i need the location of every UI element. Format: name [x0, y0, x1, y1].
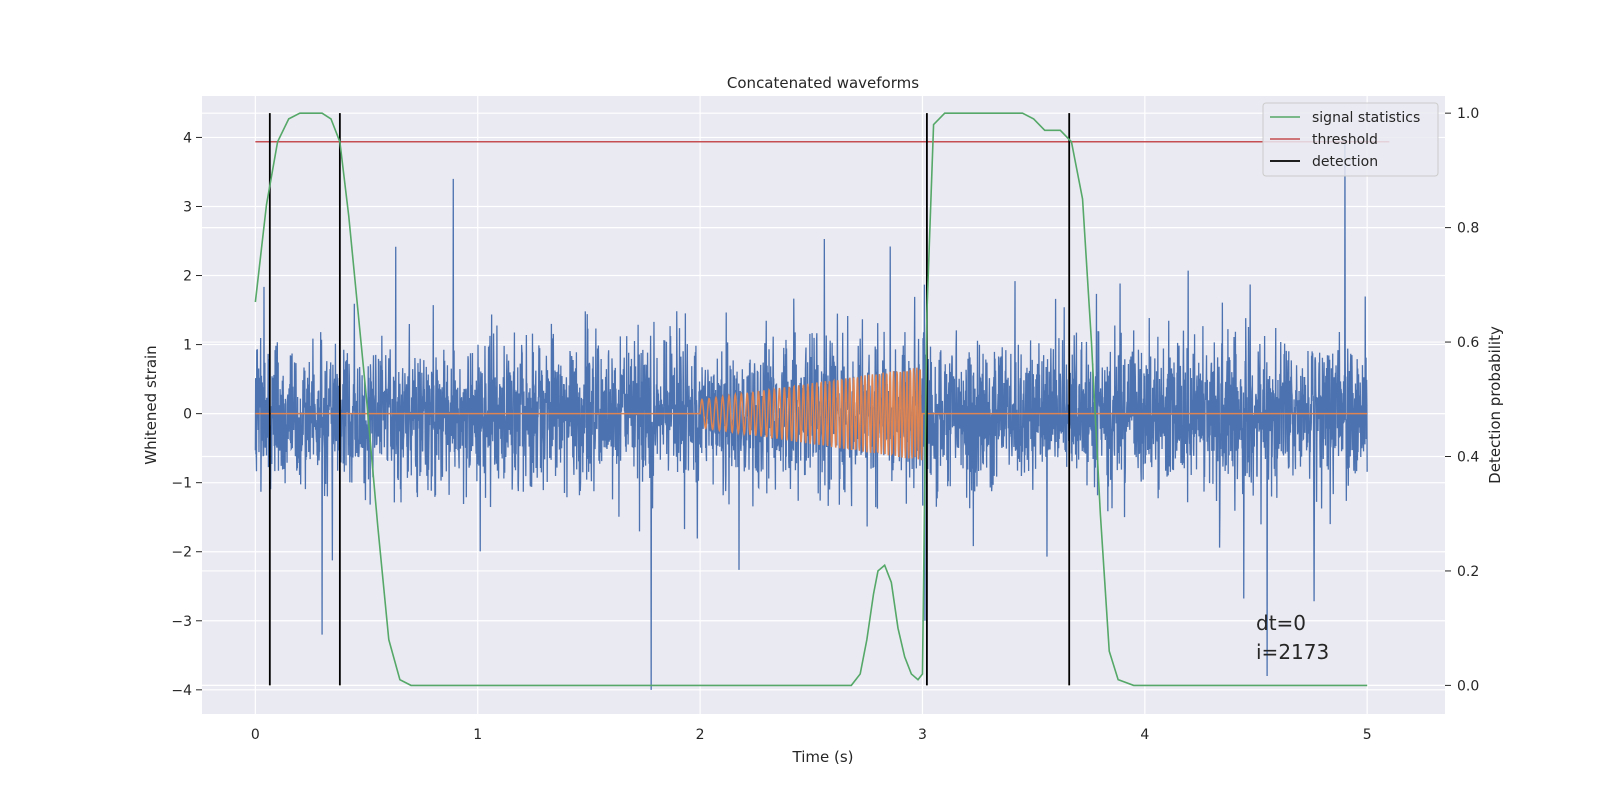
y2-tick-label: 0.8	[1457, 221, 1479, 237]
x-tick-label: 2	[696, 727, 705, 743]
y2-axis-ticks: 0.0 0.2 0.4 0.6 0.8 1.0	[1445, 106, 1479, 694]
y-tick-label: −2	[171, 545, 192, 561]
y-axis-ticks: −4 −3 −2 −1 0 1 2 3 4	[171, 130, 202, 699]
y-tick-label: −3	[171, 614, 192, 630]
y2-tick-label: 0.6	[1457, 335, 1479, 351]
y-tick-label: 2	[183, 269, 192, 285]
legend-label-threshold: threshold	[1312, 132, 1378, 148]
x-tick-label: 0	[251, 727, 260, 743]
x-tick-label: 4	[1140, 727, 1149, 743]
legend-label-detection: detection	[1312, 154, 1378, 170]
plot-series-group	[254, 112, 1390, 690]
series-noise-line	[254, 137, 1368, 690]
y2-tick-label: 0.2	[1457, 564, 1479, 580]
y2-tick-label: 0.0	[1457, 678, 1479, 694]
legend-box	[1262, 102, 1439, 177]
y-tick-label: −4	[171, 683, 192, 699]
x-tick-label: 3	[918, 727, 927, 743]
annotation-index: i=2173	[1256, 640, 1329, 664]
legend-label-signal-statistics: signal statistics	[1312, 110, 1420, 126]
annotation-dt: dt=0	[1256, 611, 1306, 635]
x-tick-label: 5	[1363, 727, 1372, 743]
x-tick-label: 1	[473, 727, 482, 743]
series-detection-lines	[268, 113, 1071, 686]
y-axis-label: Whitened strain	[142, 345, 160, 464]
y2-axis-label: Detection probability	[1486, 326, 1504, 484]
legend: signal statistics threshold detection	[1262, 102, 1439, 177]
y-tick-label: −1	[171, 476, 192, 492]
y2-tick-label: 1.0	[1457, 106, 1479, 122]
y-tick-label: 1	[183, 338, 192, 354]
y-tick-label: 0	[183, 407, 192, 423]
y-tick-label: 4	[183, 130, 192, 146]
chart-title: Concatenated waveforms	[727, 74, 919, 92]
x-axis-label: Time (s)	[792, 748, 854, 766]
y-tick-label: 3	[183, 199, 192, 215]
series-signal-statistics-line	[254, 112, 1368, 687]
y2-tick-label: 0.4	[1457, 450, 1479, 466]
x-axis-ticks: 0 1 2 3 4 5	[251, 727, 1372, 743]
series-chirp-line	[255, 367, 1368, 461]
